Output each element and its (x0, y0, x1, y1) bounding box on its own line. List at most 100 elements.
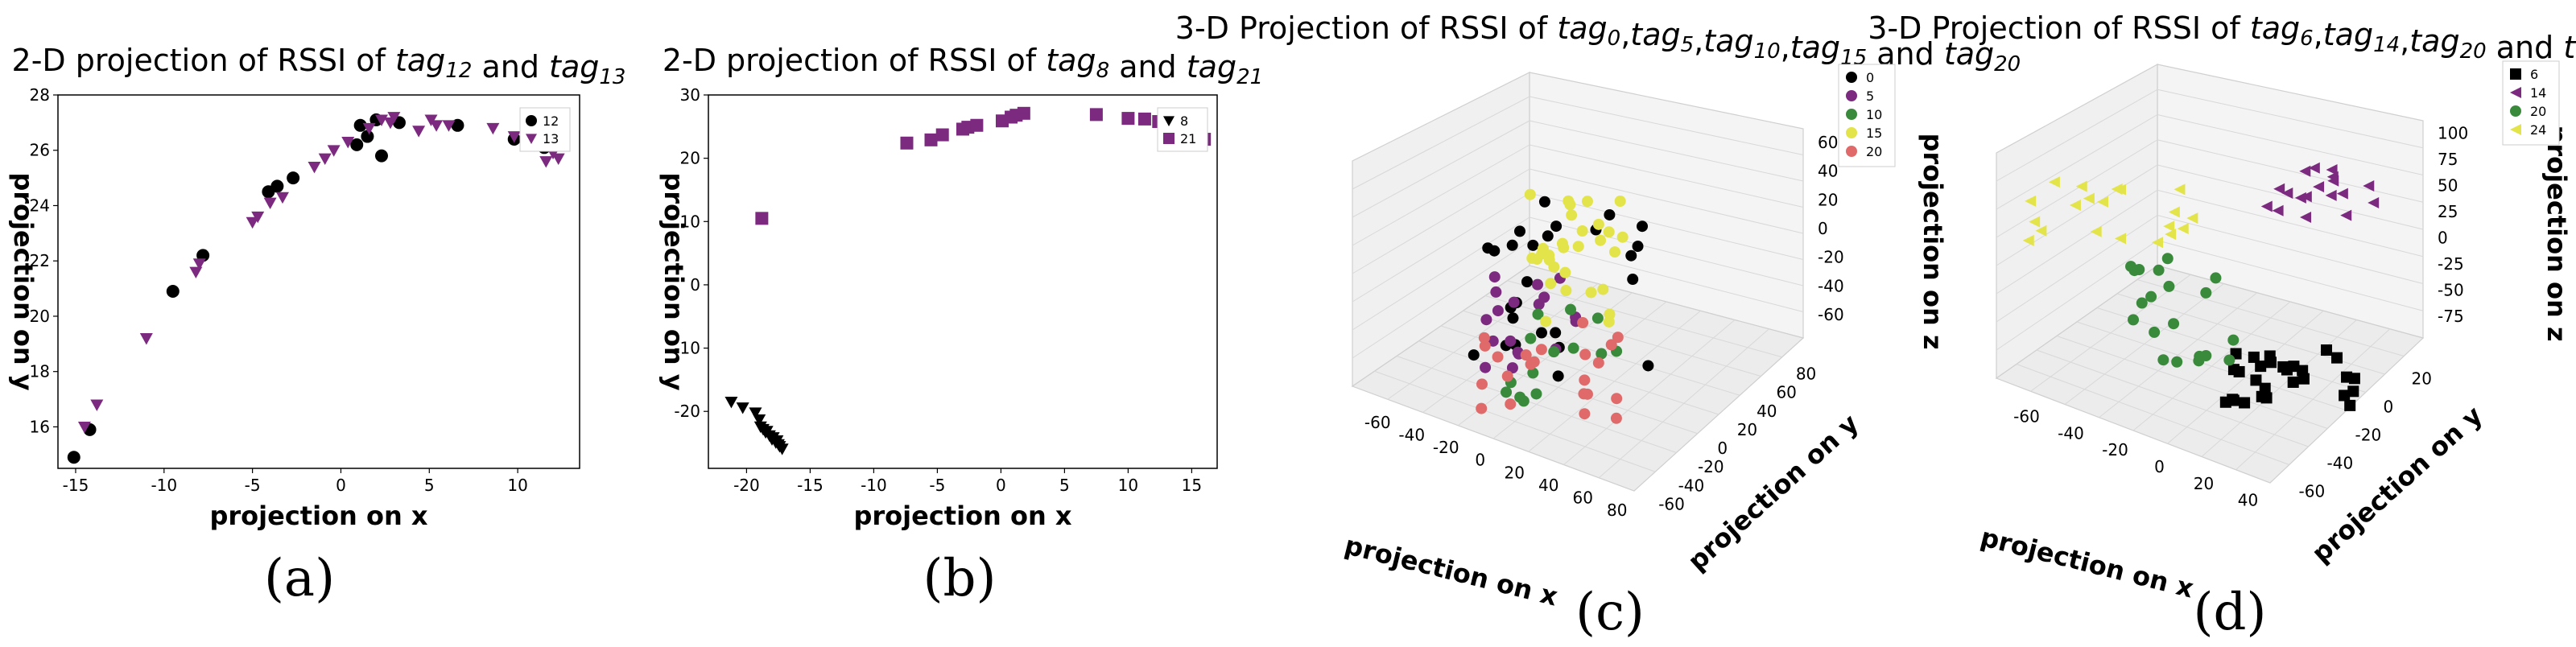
grid-line (2157, 89, 2424, 149)
x-tick-label: -60 (2013, 406, 2040, 426)
grid-line (1352, 241, 1530, 359)
data-point (1585, 286, 1597, 299)
data-point (442, 120, 456, 132)
legend-marker (1846, 90, 1857, 101)
legend-marker (1846, 72, 1857, 83)
data-point (2165, 229, 2177, 241)
x-tick-label: -40 (1398, 425, 1425, 444)
data-point (2341, 371, 2353, 383)
data-point (189, 266, 203, 278)
data-point (2096, 196, 2108, 208)
data-point (166, 285, 180, 299)
data-point (2325, 189, 2337, 201)
z-tick-label: 0 (2438, 228, 2448, 247)
data-point (2339, 389, 2351, 402)
data-point (2227, 334, 2240, 346)
grid-line (1996, 240, 2158, 351)
y-tick-label: 20 (30, 307, 50, 326)
data-point (970, 118, 984, 132)
grid-line (1352, 96, 1530, 190)
grid-line (1492, 301, 1667, 439)
x-axis-label: projection on x (209, 501, 427, 531)
data-point (1545, 278, 1557, 290)
data-point (775, 443, 789, 455)
data-point (1550, 327, 1562, 339)
data-point (1552, 370, 1564, 382)
data-point (1524, 188, 1536, 200)
data-point (900, 136, 914, 150)
data-point (341, 137, 355, 149)
data-point (1501, 370, 1513, 382)
grid-line (1996, 139, 2158, 238)
chart-title: 3-D Projection of RSSI of tag6,tag14,tag… (1868, 10, 2576, 70)
data-point (1577, 316, 1589, 328)
data-point (1591, 312, 1604, 324)
data-point (1527, 367, 1539, 379)
grid-line (1507, 280, 1782, 358)
data-point (1492, 351, 1504, 363)
data-point (1550, 220, 1563, 233)
x-tick-label: -15 (797, 476, 824, 495)
data-point (2177, 223, 2189, 235)
data-point (2227, 394, 2240, 406)
x-axis-label: projection on x (1342, 530, 1562, 612)
legend-marker (1846, 109, 1857, 120)
data-point (1566, 209, 1578, 221)
data-point (2281, 187, 2293, 199)
y-tick-label: 28 (30, 85, 50, 105)
data-point (287, 171, 300, 185)
data-point (1543, 249, 1555, 262)
data-point (2297, 373, 2310, 385)
grid-line (2136, 279, 2405, 356)
legend-marker (2510, 87, 2521, 98)
y-tick-label: -20 (1698, 457, 1724, 476)
grid-line (1529, 96, 1804, 155)
data-point (1572, 241, 1584, 253)
grid-line (1529, 168, 1804, 234)
data-point (2260, 200, 2273, 212)
data-point (2069, 200, 2081, 212)
x-tick-label: 40 (1538, 476, 1558, 495)
grid-line (1563, 319, 1736, 465)
data-point (2163, 220, 2175, 233)
data-point (1506, 362, 1518, 374)
y-tick-label: -20 (674, 402, 700, 421)
z-tick-label: 100 (2438, 123, 2468, 142)
y-tick-label: 40 (1757, 402, 1777, 421)
legend-label: 15 (1866, 126, 1882, 141)
x-tick-label: 5 (1059, 476, 1070, 495)
data-point (1490, 286, 1502, 298)
z-tick-label: 0 (1818, 219, 1828, 238)
data-point (486, 122, 500, 135)
y-tick-label: 60 (1776, 383, 1796, 402)
data-point (1632, 241, 1644, 253)
y-tick-label: -20 (2355, 426, 2382, 445)
data-point (2168, 318, 2180, 330)
data-point (2368, 196, 2380, 208)
data-point (935, 128, 949, 142)
data-point (1505, 398, 1517, 410)
y-tick-label: 0 (2384, 398, 2394, 417)
data-point (749, 407, 762, 419)
data-point (1528, 356, 1540, 368)
grid-line (1529, 120, 1804, 182)
z-tick-label: 20 (1818, 190, 1838, 209)
data-point (2149, 326, 2161, 338)
data-point (2200, 286, 2212, 299)
legend-marker (2510, 105, 2521, 117)
data-point (350, 138, 364, 151)
data-point (2326, 164, 2338, 176)
y-tick-label: 10 (680, 212, 700, 231)
data-point (318, 153, 332, 166)
grid-line (1598, 328, 1769, 479)
data-point (2336, 188, 2348, 200)
legend-label: 13 (543, 131, 559, 146)
data-point (2171, 356, 2183, 368)
data-point (1610, 412, 1622, 424)
data-point (1514, 391, 1526, 403)
data-point (1608, 246, 1620, 258)
z-tick-label: 50 (2438, 175, 2458, 195)
y-tick-label: 0 (690, 275, 700, 295)
data-point (90, 399, 104, 411)
data-point (551, 153, 565, 166)
